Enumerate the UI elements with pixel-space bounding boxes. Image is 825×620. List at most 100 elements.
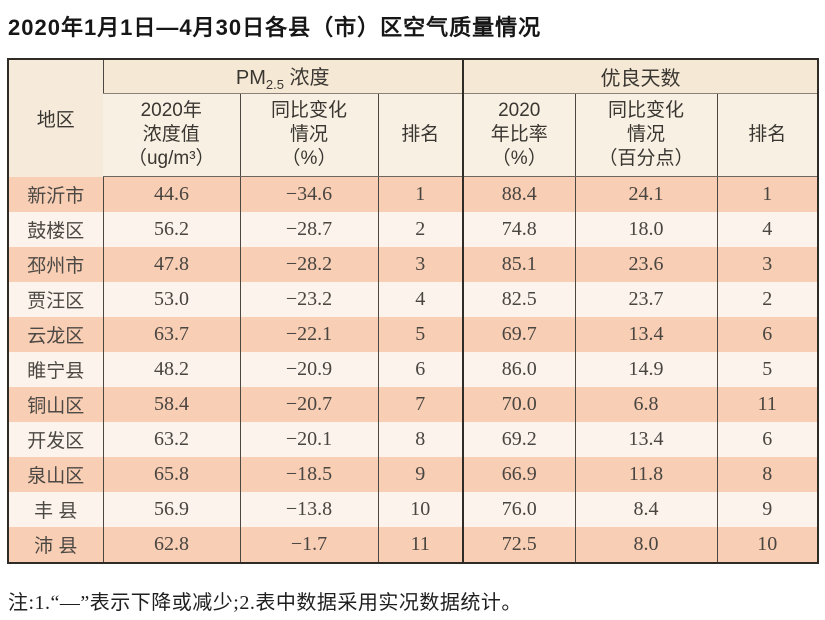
region-column-header: 地区 <box>8 59 103 177</box>
region-cell: 丰 县 <box>8 492 103 527</box>
good-rank-cell: 2 <box>716 282 819 317</box>
pm-change-cell: −1.7 <box>239 527 378 563</box>
pm25-label-suffix: 浓度 <box>284 67 330 89</box>
col-header-good-ratio: 2020 年比率 （%） <box>462 93 575 177</box>
table-row: 沛 县 62.8 −1.7 11 72.5 8.0 10 <box>8 527 819 563</box>
pm-value-cell: 63.7 <box>102 317 240 352</box>
good-ratio-cell: 88.4 <box>462 176 575 212</box>
region-cell: 云龙区 <box>8 317 103 352</box>
table-row: 泉山区 65.8 −18.5 9 66.9 11.8 8 <box>8 457 819 492</box>
footnote: 注:1.“—”表示下降或减少;2.表中数据采用实况数据统计。 <box>8 592 522 614</box>
good-rank-cell: 6 <box>716 317 819 352</box>
table-row: 睢宁县 48.2 −20.9 6 86.0 14.9 5 <box>8 352 819 387</box>
good-change-cell: 13.4 <box>574 422 717 457</box>
region-cell: 鼓楼区 <box>8 212 103 247</box>
good-rank-cell: 10 <box>716 527 819 563</box>
good-rank-cell: 3 <box>716 247 819 282</box>
region-cell: 贾汪区 <box>8 282 103 317</box>
pm-rank-cell: 4 <box>377 282 463 317</box>
pm-rank-cell: 8 <box>377 422 463 457</box>
pm-change-cell: −20.7 <box>239 387 378 422</box>
good-change-cell: 8.4 <box>574 492 717 527</box>
good-change-cell: 23.6 <box>574 247 717 282</box>
pm-rank-cell: 6 <box>377 352 463 387</box>
pm-rank-cell: 3 <box>377 247 463 282</box>
table-row: 开发区 63.2 −20.1 8 69.2 13.4 6 <box>8 422 819 457</box>
pm-rank-cell: 10 <box>377 492 463 527</box>
good-days-section-header: 优良天数 <box>461 59 819 94</box>
pm-change-cell: −20.1 <box>239 422 378 457</box>
pm-rank-cell: 9 <box>377 457 463 492</box>
good-ratio-cell: 85.1 <box>462 247 575 282</box>
region-cell: 睢宁县 <box>8 352 103 387</box>
table-row: 鼓楼区 56.2 −28.7 2 74.8 18.0 4 <box>8 212 819 247</box>
section-header-row: 地区 PM2.5 浓度 优良天数 <box>8 59 819 177</box>
table-row: 邳州市 47.8 −28.2 3 85.1 23.6 3 <box>8 247 819 282</box>
pm-change-cell: −20.9 <box>239 352 378 387</box>
good-ratio-cell: 69.7 <box>462 317 575 352</box>
table-row: 新沂市 44.6 −34.6 1 88.4 24.1 1 <box>8 176 819 212</box>
pm-value-cell: 47.8 <box>102 247 240 282</box>
region-cell: 沛 县 <box>8 527 103 563</box>
pm-change-cell: −18.5 <box>239 457 378 492</box>
good-change-cell: 24.1 <box>574 176 717 212</box>
pm25-label-subscript: 2.5 <box>265 77 284 92</box>
region-cell: 新沂市 <box>8 176 103 212</box>
pm-value-cell: 58.4 <box>102 387 240 422</box>
good-ratio-cell: 86.0 <box>462 352 575 387</box>
column-header-row: 2020年 浓度值 （ug/m³） 同比变化 情况 （%） 排名 2020 年比… <box>8 93 819 177</box>
table-body: 新沂市 44.6 −34.6 1 88.4 24.1 1 鼓楼区 56.2 −28.7 2 74.8 1… <box>8 176 819 563</box>
pm25-section-header: PM2.5 浓度 <box>102 59 463 94</box>
pm-value-cell: 65.8 <box>102 457 240 492</box>
good-ratio-cell: 76.0 <box>462 492 575 527</box>
table-row: 丰 县 56.9 −13.8 10 76.0 8.4 9 <box>8 492 819 527</box>
pm-change-cell: −22.1 <box>239 317 378 352</box>
region-cell: 邳州市 <box>8 247 103 282</box>
table-row: 云龙区 63.7 −22.1 5 69.7 13.4 6 <box>8 317 819 352</box>
pm-value-cell: 62.8 <box>102 527 240 563</box>
good-change-cell: 14.9 <box>574 352 717 387</box>
good-change-cell: 11.8 <box>574 457 717 492</box>
good-ratio-cell: 72.5 <box>462 527 575 563</box>
pm-value-cell: 56.9 <box>102 492 240 527</box>
air-quality-table: 地区 PM2.5 浓度 优良天数 2020年 浓度值 （ug/m³） 同比变化 … <box>7 58 820 564</box>
pm-value-cell: 56.2 <box>102 212 240 247</box>
good-rank-cell: 6 <box>716 422 819 457</box>
good-change-cell: 18.0 <box>574 212 717 247</box>
good-change-cell: 23.7 <box>574 282 717 317</box>
good-rank-cell: 5 <box>716 352 819 387</box>
region-cell: 铜山区 <box>8 387 103 422</box>
good-rank-cell: 4 <box>716 212 819 247</box>
region-cell: 开发区 <box>8 422 103 457</box>
col-header-pm-value: 2020年 浓度值 （ug/m³） <box>103 93 240 177</box>
table-row: 铜山区 58.4 −20.7 7 70.0 6.8 11 <box>8 387 819 422</box>
good-ratio-cell: 69.2 <box>462 422 575 457</box>
page-title: 2020年1月1日—4月30日各县（市）区空气质量情况 <box>8 15 542 40</box>
good-ratio-cell: 70.0 <box>462 387 575 422</box>
col-header-good-rank: 排名 <box>716 93 819 177</box>
pm-rank-cell: 7 <box>377 387 463 422</box>
good-change-cell: 8.0 <box>574 527 717 563</box>
col-header-pm-rank: 排名 <box>377 93 463 177</box>
pm-change-cell: −34.6 <box>239 176 378 212</box>
table-header: 地区 PM2.5 浓度 优良天数 2020年 浓度值 （ug/m³） 同比变化 … <box>8 59 819 177</box>
pm-value-cell: 63.2 <box>102 422 240 457</box>
pm-change-cell: −23.2 <box>239 282 378 317</box>
good-rank-cell: 8 <box>716 457 819 492</box>
region-cell: 泉山区 <box>8 457 103 492</box>
good-ratio-cell: 66.9 <box>462 457 575 492</box>
pm-change-cell: −13.8 <box>239 492 378 527</box>
pm25-label-prefix: PM <box>235 67 266 89</box>
good-rank-cell: 1 <box>716 176 819 212</box>
pm-value-cell: 48.2 <box>102 352 240 387</box>
pm-change-cell: −28.7 <box>239 212 378 247</box>
good-rank-cell: 9 <box>716 492 819 527</box>
good-change-cell: 6.8 <box>574 387 717 422</box>
col-header-good-change: 同比变化 情况 （百分点） <box>574 93 717 177</box>
good-ratio-cell: 74.8 <box>462 212 575 247</box>
pm-rank-cell: 5 <box>377 317 463 352</box>
pm-value-cell: 53.0 <box>102 282 240 317</box>
pm-rank-cell: 11 <box>377 527 463 563</box>
good-rank-cell: 11 <box>716 387 819 422</box>
pm-rank-cell: 1 <box>377 176 463 212</box>
